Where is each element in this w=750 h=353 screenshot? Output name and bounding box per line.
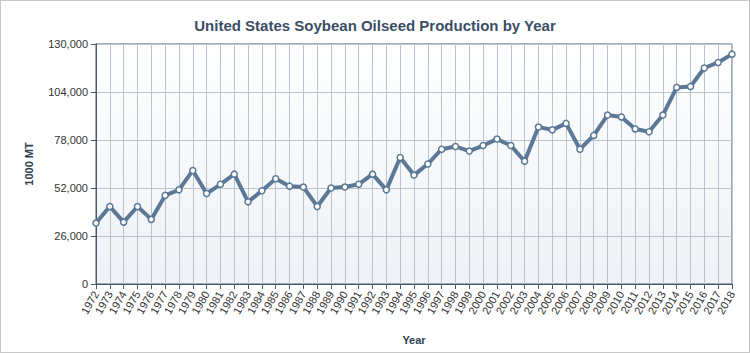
svg-text:78,000: 78,000 [54,134,88,146]
svg-text:2010: 2010 [604,289,627,317]
svg-text:0: 0 [82,278,88,290]
svg-text:2005: 2005 [534,289,558,317]
svg-text:1995: 1995 [396,289,420,317]
svg-text:1981: 1981 [203,289,226,317]
svg-text:104,000: 104,000 [48,86,88,98]
svg-text:1979: 1979 [175,289,198,317]
svg-text:1986: 1986 [272,289,295,317]
svg-text:1974: 1974 [106,289,129,317]
svg-text:1976: 1976 [133,289,157,317]
svg-text:1977: 1977 [147,289,171,317]
svg-text:1991: 1991 [341,289,364,317]
svg-text:2011: 2011 [618,289,641,316]
svg-text:1996: 1996 [410,289,433,317]
svg-text:1988: 1988 [299,289,323,317]
svg-text:1999: 1999 [451,289,475,317]
svg-text:1978: 1978 [161,289,185,317]
svg-text:26,000: 26,000 [54,230,88,242]
svg-text:2000: 2000 [465,289,489,317]
svg-text:1998: 1998 [438,289,461,317]
svg-text:2009: 2009 [590,289,613,317]
svg-text:United States Soybean Oilseed: United States Soybean Oilseed Production… [194,17,556,34]
svg-text:2018: 2018 [715,289,738,316]
svg-text:2002: 2002 [493,289,516,317]
svg-text:1985: 1985 [258,289,281,317]
svg-text:1990: 1990 [327,289,351,317]
svg-text:130,000: 130,000 [48,38,88,50]
svg-text:1983: 1983 [230,289,254,317]
svg-text:1975: 1975 [120,289,143,317]
svg-text:Year: Year [402,334,426,346]
svg-text:1997: 1997 [424,289,447,317]
svg-text:1989: 1989 [313,289,337,317]
svg-text:2014: 2014 [659,289,682,317]
svg-text:1982: 1982 [216,289,240,317]
svg-text:52,000: 52,000 [54,182,88,194]
svg-text:1973: 1973 [92,289,115,317]
svg-text:1980: 1980 [189,289,212,317]
svg-text:2015: 2015 [673,289,696,317]
svg-text:2006: 2006 [548,289,572,317]
svg-text:1984: 1984 [244,289,268,317]
svg-text:2012: 2012 [631,289,655,317]
svg-text:2013: 2013 [645,289,669,317]
svg-text:2003: 2003 [507,289,530,317]
svg-text:1987: 1987 [286,289,309,317]
svg-text:2017: 2017 [700,289,724,317]
svg-text:1994: 1994 [382,289,406,317]
svg-text:1992: 1992 [355,289,378,317]
svg-text:2001: 2001 [479,289,503,317]
svg-text:1972: 1972 [78,289,102,317]
svg-text:2016: 2016 [686,289,710,317]
svg-text:2007: 2007 [562,289,586,317]
svg-text:2004: 2004 [521,289,544,317]
svg-text:1000 MT: 1000 MT [23,142,35,186]
svg-text:1993: 1993 [368,289,392,317]
svg-text:2008: 2008 [576,289,599,317]
